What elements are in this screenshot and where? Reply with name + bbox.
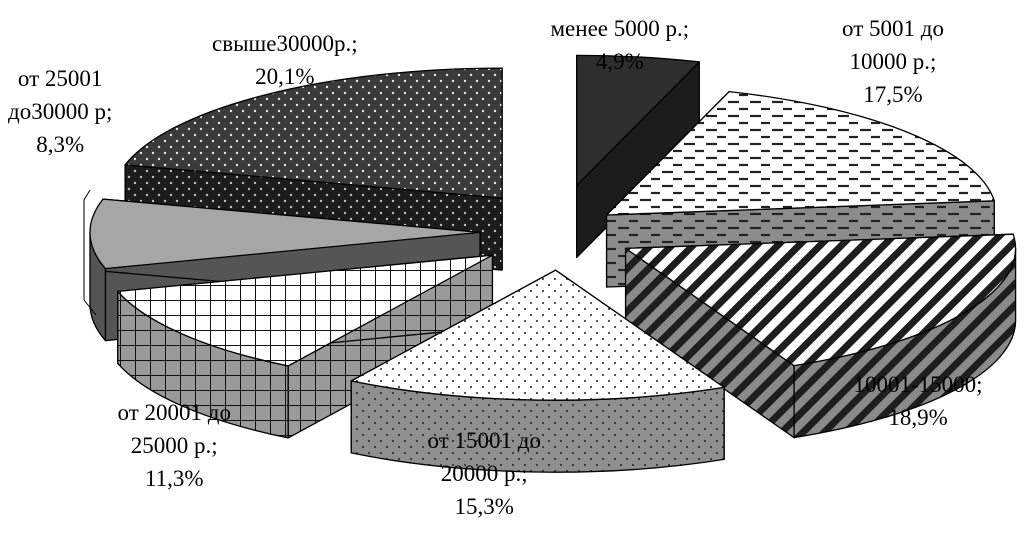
slice-label: 10001-15000; 18,9% (854, 368, 983, 434)
pie-slice (624, 233, 1017, 439)
slice-top (117, 254, 494, 367)
slice-label-line: 25000 р.; (130, 433, 218, 458)
slice-label-line: 10000 р.; (849, 49, 937, 74)
slice-label: менее 5000 р.; 4,9% (551, 12, 690, 78)
slice-top (89, 198, 481, 270)
slice-label-line: 20,1% (255, 64, 315, 89)
slice-top (350, 269, 725, 401)
slice-label: от 20001 до 25000 р.; 11,3% (118, 396, 231, 495)
slice-label-line: 10001-15000; (853, 372, 983, 397)
slice-label: от 15001 до 20000 р.; 15,3% (428, 424, 541, 523)
slice-label: от 25001 до30000 р; 8,3% (8, 62, 112, 161)
slice-label-line: от 25001 (17, 66, 103, 91)
slice-top (605, 90, 995, 216)
slice-label: от 5001 до 10000 р.; 17,5% (842, 12, 944, 111)
pie-slice (576, 54, 700, 259)
slice-label-line: свыше30000р.; (212, 31, 358, 56)
leader-line (83, 189, 97, 316)
pie-slice (350, 269, 725, 473)
slice-top (576, 54, 700, 187)
slice-label-line: менее 5000 р.; (550, 16, 690, 41)
slice-label-line: от 5001 до (842, 16, 944, 41)
slice-label-line: от 15001 до (427, 428, 541, 453)
slice-label-line: до30000 р; (8, 99, 113, 124)
pie-slice (117, 254, 494, 439)
slice-label-line: 18,9% (888, 405, 948, 430)
slice-label: свыше30000р.; 20,1% (212, 27, 358, 93)
slice-label-line: 15,3% (454, 494, 514, 519)
slice-label-line: от 20001 до (117, 400, 231, 425)
slice-label-line: 17,5% (863, 82, 923, 107)
slice-label-line: 11,3% (144, 466, 204, 491)
slice-label-line: 4,9% (595, 49, 644, 74)
slice-label-line: 20000 р.; (440, 461, 528, 486)
slice-top (624, 233, 1017, 367)
slice-top (124, 67, 503, 199)
slice-label-line: 8,3% (36, 132, 85, 157)
